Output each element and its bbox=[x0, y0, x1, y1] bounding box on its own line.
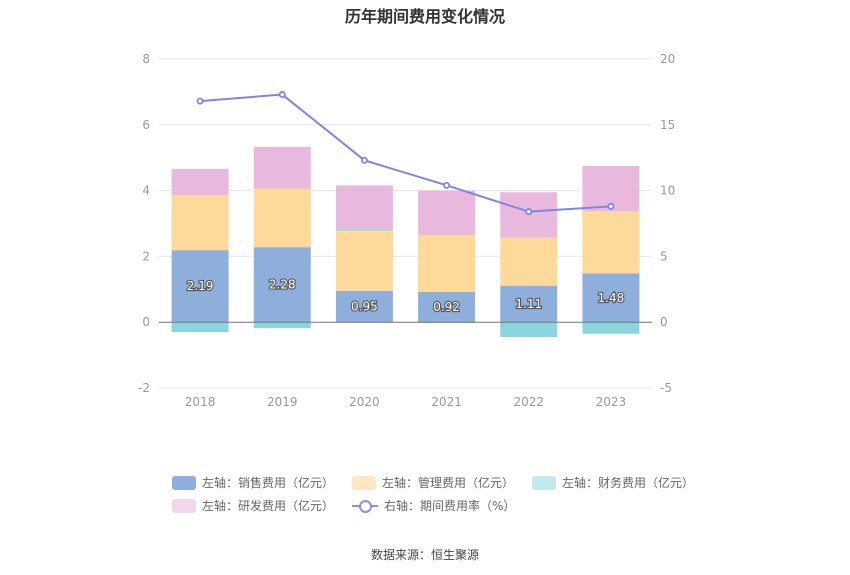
bar-label-sales-2020: 0.95 bbox=[351, 300, 378, 314]
left-axis-tick-label: 4 bbox=[142, 184, 150, 198]
rate-point-2019 bbox=[278, 91, 286, 99]
legend-label-admin: 左轴：管理费用（亿元） bbox=[382, 476, 515, 490]
legend-item-rate[interactable]: 右轴：期间费用率（%） bbox=[352, 497, 515, 514]
chart-title: 历年期间费用变化情况 bbox=[344, 7, 505, 26]
bar-sales-2020 bbox=[335, 290, 393, 323]
rate-point-2021 bbox=[443, 181, 451, 189]
data-source: 数据来源：恒生聚源 bbox=[370, 548, 479, 562]
bar-admin-2022 bbox=[500, 237, 558, 286]
right-axis-tick-label: 5 bbox=[660, 249, 668, 263]
legend-label-rate: 右轴：期间费用率（%） bbox=[384, 499, 516, 513]
legend-item-rnd[interactable]: 左轴：研发费用（亿元） bbox=[172, 497, 334, 514]
bar-rnd-2019 bbox=[253, 146, 311, 189]
right-axis-tick-label: 10 bbox=[660, 184, 675, 198]
rate-point-2020 bbox=[360, 156, 368, 164]
bar-rnd-2020 bbox=[335, 185, 393, 230]
bar-sales-2019 bbox=[253, 247, 311, 323]
x-axis-tick-label: 2023 bbox=[596, 395, 627, 409]
left-axis-tick-label: 6 bbox=[142, 118, 150, 132]
bar-finance-2019 bbox=[253, 322, 311, 329]
bar-admin-2019 bbox=[253, 188, 311, 248]
bar-label-sales-2022: 1.11 bbox=[515, 297, 542, 311]
legend-item-admin[interactable]: 左轴：管理费用（亿元） bbox=[352, 474, 514, 491]
bar-finance-2023 bbox=[582, 322, 640, 334]
bar-admin-2020 bbox=[335, 230, 393, 291]
x-axis-tick-label: 2018 bbox=[185, 395, 216, 409]
bar-admin-2021 bbox=[418, 235, 476, 292]
bar-label-sales-2023: 1.48 bbox=[598, 291, 625, 305]
bar-finance-2018 bbox=[171, 322, 229, 333]
legend-swatch-admin bbox=[352, 475, 377, 490]
legend-row-2: 左轴：研发费用（亿元） 右轴：期间费用率（%） bbox=[172, 497, 533, 514]
bar-label-sales-2019: 2.28 bbox=[269, 278, 296, 292]
right-axis-tick-label: 0 bbox=[660, 315, 668, 329]
rate-point-2023 bbox=[607, 202, 615, 210]
legend-swatch-sales bbox=[172, 475, 196, 490]
x-axis-tick-label: 2020 bbox=[349, 395, 380, 409]
rate-point-2018 bbox=[196, 97, 204, 105]
legend-swatch-finance bbox=[532, 475, 557, 490]
bar-finance-2022 bbox=[500, 322, 558, 338]
bar-rnd-2018 bbox=[171, 168, 229, 196]
bar-sales-2021 bbox=[418, 291, 476, 323]
legend-item-sales[interactable]: 左轴：销售费用（亿元） bbox=[172, 474, 334, 491]
bar-sales-2023 bbox=[582, 273, 640, 323]
bar-rnd-2021 bbox=[418, 190, 476, 236]
legend-item-finance[interactable]: 左轴：财务费用（亿元） bbox=[532, 474, 694, 491]
left-axis-tick-label: 2 bbox=[142, 249, 150, 263]
legend-row-1: 左轴：销售费用（亿元） 左轴：管理费用（亿元） 左轴：财务费用（亿元） bbox=[172, 474, 712, 491]
x-axis-tick-label: 2021 bbox=[431, 395, 462, 409]
bar-label-sales-2021: 0.92 bbox=[433, 300, 460, 314]
bar-label-sales-2018: 2.19 bbox=[187, 279, 214, 293]
bar-admin-2023 bbox=[582, 211, 640, 274]
bar-sales-2022 bbox=[500, 285, 558, 323]
chart-plot: -2 0 2 4 6 8 -5 0 5 10 15 20 2018 2019 2020 2021 2022 202… bbox=[138, 52, 675, 409]
bar-admin-2018 bbox=[171, 195, 229, 251]
legend-swatch-rnd bbox=[172, 498, 196, 513]
x-axis-tick-label: 2019 bbox=[267, 395, 298, 409]
legend-label-finance: 左轴：财务费用（亿元） bbox=[562, 476, 695, 490]
left-axis-tick-label: -2 bbox=[138, 381, 150, 395]
left-axis-tick-label: 0 bbox=[142, 315, 150, 329]
bar-finance-2020 bbox=[335, 229, 393, 231]
rate-line bbox=[200, 93, 611, 213]
legend-label-rnd: 左轴：研发费用（亿元） bbox=[202, 499, 335, 513]
x-axis-tick-label: 2022 bbox=[513, 395, 544, 409]
left-axis-tick-label: 8 bbox=[142, 52, 150, 66]
rate-point-2022 bbox=[525, 208, 533, 216]
legend-label-sales: 左轴：销售费用（亿元） bbox=[202, 476, 335, 490]
bar-sales-2018 bbox=[171, 250, 229, 323]
right-axis-tick-label: 20 bbox=[660, 52, 675, 66]
legend-swatch-rate bbox=[352, 499, 379, 513]
right-axis-tick-label: -5 bbox=[660, 381, 672, 395]
right-axis-tick-label: 15 bbox=[660, 118, 675, 132]
